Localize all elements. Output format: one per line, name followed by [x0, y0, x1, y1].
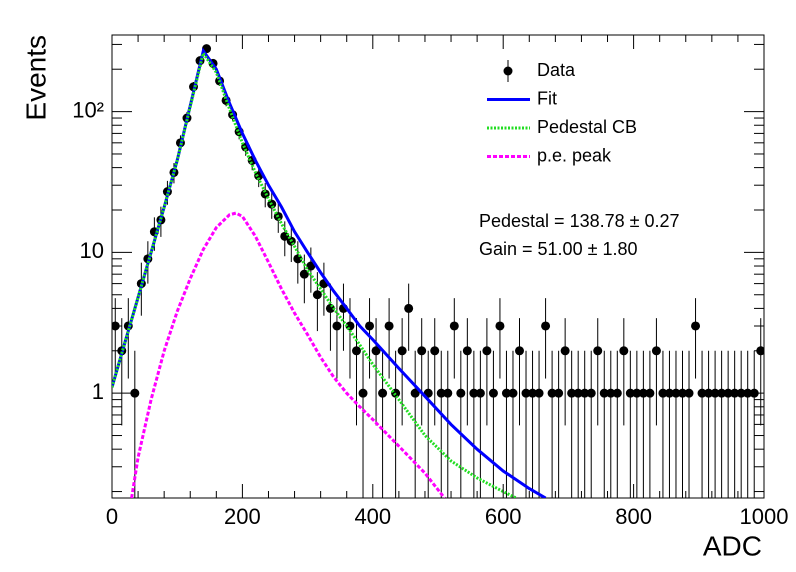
data-point	[443, 388, 453, 398]
data-point	[567, 388, 577, 398]
data-point	[684, 388, 694, 398]
x-tick-label: 800	[615, 504, 652, 529]
data-point	[547, 388, 557, 398]
data-point	[717, 388, 727, 398]
data-point	[299, 269, 309, 279]
data-point	[730, 388, 740, 398]
data-point	[312, 290, 322, 300]
data-point	[638, 388, 648, 398]
data-point	[573, 388, 583, 398]
data-point	[501, 388, 511, 398]
data-point	[495, 321, 505, 331]
data-point	[462, 346, 472, 356]
data-point	[475, 388, 485, 398]
data-point	[482, 346, 492, 356]
x-tick-label: 0	[106, 504, 118, 529]
data-point	[306, 261, 316, 271]
data-point	[691, 321, 701, 331]
curve	[130, 211, 446, 498]
data-point	[384, 321, 394, 331]
data-point	[723, 388, 733, 398]
y-axis-label: Events	[20, 35, 51, 121]
data-point	[612, 388, 622, 398]
data-point	[358, 388, 368, 398]
data-point	[651, 346, 661, 356]
data-point	[469, 388, 479, 398]
data-point	[678, 388, 687, 398]
y-tick-label: 10²	[72, 97, 104, 122]
annotation: Pedestal = 138.78 ± 0.27	[479, 211, 680, 231]
data-point	[710, 388, 720, 398]
data-point	[352, 346, 361, 356]
data-point	[560, 346, 570, 356]
annotation: Gain = 51.00 ± 1.80	[479, 239, 638, 259]
data-point	[671, 388, 681, 398]
legend-label: Data	[537, 60, 576, 80]
data-point	[456, 388, 466, 398]
data-point	[404, 303, 414, 313]
data-point	[130, 388, 140, 398]
plot-area	[112, 44, 764, 498]
data-point	[625, 388, 635, 398]
data-point	[606, 388, 616, 398]
x-axis-label: ADC	[703, 530, 762, 561]
data-point	[736, 388, 746, 398]
data-point	[417, 346, 427, 356]
x-tick-label: 200	[224, 504, 261, 529]
data-point	[397, 346, 407, 356]
data-point	[593, 346, 603, 356]
data-point	[488, 388, 498, 398]
data-point	[632, 388, 642, 398]
data-point	[508, 388, 518, 398]
legend-label: p.e. peak	[537, 145, 612, 165]
legend-marker	[503, 66, 513, 76]
data-point	[554, 388, 564, 398]
data-point	[365, 321, 375, 331]
data-point	[586, 388, 596, 398]
data-point	[410, 388, 420, 398]
data-point	[664, 388, 674, 398]
data-point	[378, 388, 388, 398]
y-tick-label: 1	[92, 379, 104, 404]
data-point	[430, 346, 440, 356]
data-point	[332, 321, 342, 331]
data-point	[436, 388, 446, 398]
x-tick-label: 1000	[740, 504, 789, 529]
data-point	[619, 346, 629, 356]
y-tick-label: 10	[80, 238, 104, 263]
data-point	[534, 388, 544, 398]
x-tick-label: 400	[354, 504, 391, 529]
data-point	[704, 388, 714, 398]
x-tick-label: 600	[485, 504, 522, 529]
data-point	[528, 388, 538, 398]
curve	[112, 49, 517, 498]
legend-label: Fit	[537, 88, 557, 108]
data-point	[371, 346, 381, 356]
data-point	[521, 388, 531, 398]
data-point	[658, 388, 668, 398]
data-point	[449, 321, 459, 331]
data-point	[541, 321, 551, 331]
data-point	[697, 388, 707, 398]
data-point	[599, 388, 609, 398]
data-point	[645, 388, 655, 398]
legend-label: Pedestal CB	[537, 117, 637, 137]
data-point	[580, 388, 590, 398]
data-point	[515, 346, 524, 356]
